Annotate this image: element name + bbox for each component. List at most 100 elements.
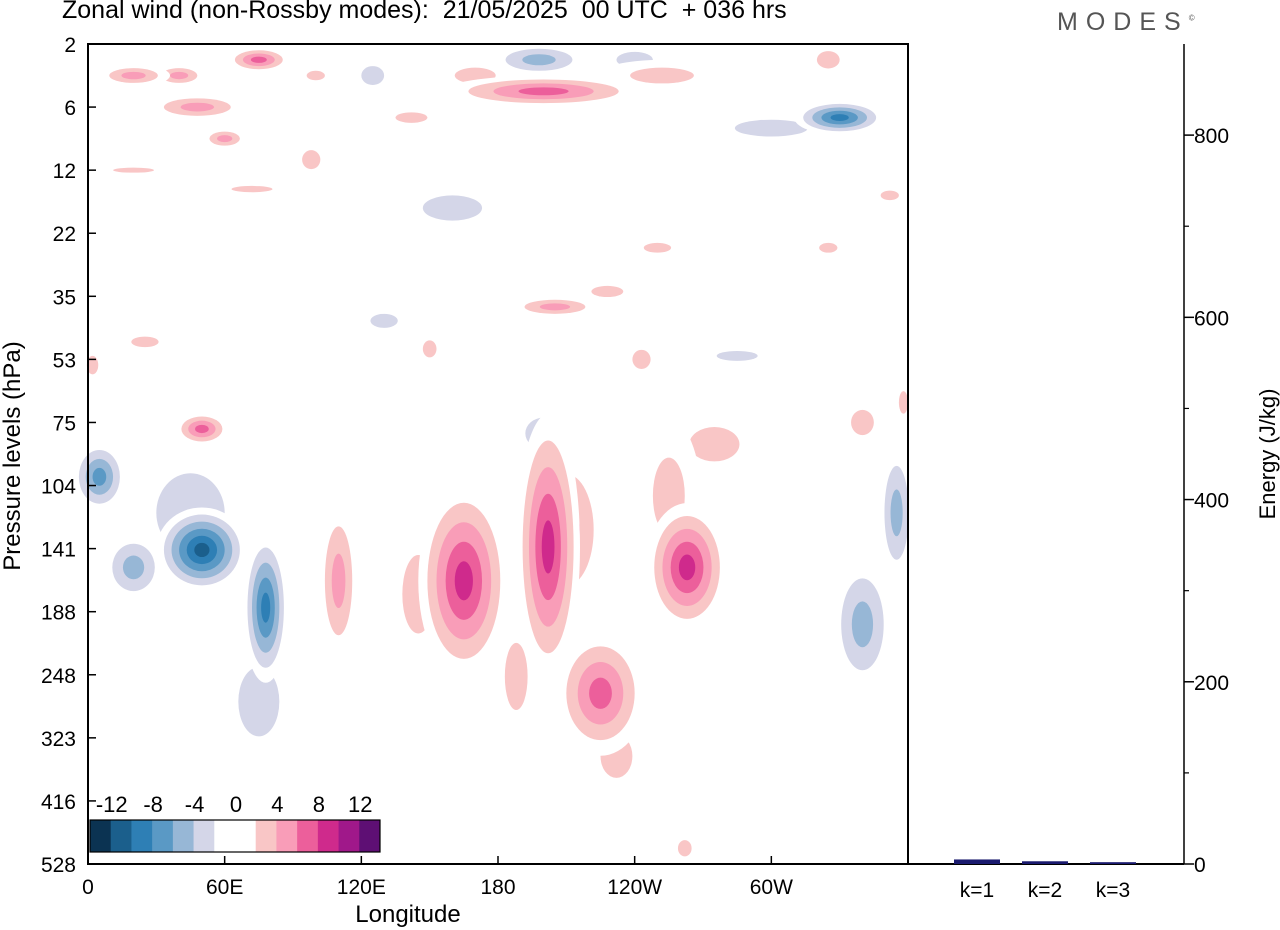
energy-tick-label: 200	[1194, 672, 1229, 695]
wind-contour-level	[361, 66, 385, 85]
wind-anomaly-blob	[805, 42, 852, 78]
wind-anomaly-blob	[72, 440, 127, 513]
wind-anomaly-blob	[338, 409, 385, 449]
y-tick-label: 528	[41, 854, 76, 877]
x-tick-label: 60W	[750, 876, 793, 899]
wind-anomaly-blob	[871, 185, 908, 205]
colorbar-label: 12	[348, 792, 372, 817]
wind-contour-level	[716, 350, 758, 361]
wind-contour-level	[170, 71, 189, 80]
wind-anomaly-blob	[226, 47, 291, 73]
bar-category-label: k=2	[1028, 879, 1062, 902]
wind-contour-level	[121, 71, 146, 80]
wind-contour-level	[131, 336, 159, 348]
bar-category-label: k=3	[1096, 879, 1130, 902]
wind-anomaly-blob	[696, 346, 779, 366]
wind-contour-level	[422, 195, 483, 221]
wind-contour-level	[231, 185, 273, 193]
wind-anomaly-blob	[356, 306, 412, 335]
colorbar-label: -4	[185, 792, 205, 817]
energy-bar	[954, 859, 1000, 864]
energy-tick-label: 0	[1194, 854, 1206, 877]
wind-anomaly-blob	[151, 64, 207, 87]
brand-text: MODES	[1057, 8, 1189, 36]
y-tick-label: 248	[41, 665, 76, 688]
colorbar-swatch	[276, 820, 298, 852]
wind-contour-level	[851, 409, 874, 436]
wind-contour-level	[643, 242, 672, 253]
wind-anomaly-blob	[586, 829, 615, 868]
wind-anomaly-blob	[81, 346, 104, 384]
energy-tick-label: 400	[1194, 490, 1229, 513]
colorbar-swatch	[90, 820, 112, 852]
colorbar-swatch	[235, 820, 257, 852]
colorbar-swatch	[110, 820, 132, 852]
wind-anomaly-blob	[185, 338, 241, 360]
y-tick-label: 12	[53, 160, 76, 183]
wind-contour-level	[113, 167, 155, 173]
wind-anomaly-blob	[242, 532, 289, 683]
wind-contour-level	[86, 355, 99, 375]
wind-anomaly-blob	[318, 499, 360, 663]
y-tick-label: 188	[41, 602, 76, 625]
wind-contour-level	[586, 829, 615, 868]
wind-anomaly-blob	[293, 617, 339, 820]
wind-anomaly-blob	[156, 507, 248, 593]
y-tick-label: 104	[41, 476, 76, 499]
wind-contour-level	[725, 619, 772, 734]
wind-anomaly-blob	[349, 56, 396, 95]
wind-anomaly-blob	[878, 442, 915, 584]
wind-anomaly-blob	[630, 238, 685, 258]
wind-anomaly-blob	[240, 87, 323, 127]
y-tick-label: 323	[41, 728, 76, 751]
wind-contour-level	[83, 544, 184, 725]
wind-anomaly-blob	[418, 483, 510, 679]
wind-contour-level	[238, 667, 280, 737]
wind-contour-level	[302, 150, 321, 170]
wind-anomaly-blob	[623, 340, 660, 379]
wind-contour-level	[689, 427, 740, 462]
wind-anomaly-blob	[671, 831, 699, 865]
wind-anomaly-blob	[509, 296, 601, 318]
wind-anomaly-blob	[830, 555, 895, 694]
wind-contour-level	[678, 554, 696, 581]
wind-contour-level	[734, 119, 808, 137]
energy-bar	[1090, 862, 1136, 864]
wind-contour-level	[541, 520, 555, 574]
wind-contour-level	[589, 677, 612, 709]
y-tick-label: 35	[53, 286, 76, 309]
x-tick-label: 180	[480, 876, 515, 899]
wind-anomaly-blob	[527, 176, 583, 215]
energy-axis-label: Energy (J/kg)	[1255, 389, 1280, 520]
wind-anomaly-blob	[92, 165, 175, 176]
wind-contour-level	[194, 542, 210, 558]
y-axis-label: Pressure levels (hPa)	[0, 341, 26, 570]
wind-contour-level	[700, 686, 729, 751]
wind-contour-level	[180, 102, 215, 112]
colorbar-swatch	[152, 820, 174, 852]
wind-contour-level	[370, 313, 398, 328]
wind-contour-level	[504, 642, 528, 711]
wind-anomaly-blob	[516, 413, 580, 680]
wind-anomaly-blob	[379, 107, 444, 129]
wind-contour-level	[819, 242, 838, 253]
heatmap-field	[72, 42, 915, 868]
wind-anomaly-blob	[867, 287, 904, 326]
wind-contour-level	[331, 553, 346, 609]
wind-anomaly-blob	[201, 128, 248, 150]
wind-contour-level	[122, 555, 145, 580]
x-tick-label: 120W	[607, 876, 662, 899]
wind-contour-level	[261, 592, 271, 623]
x-tick-label: 120E	[337, 876, 386, 899]
y-tick-label: 53	[53, 349, 76, 372]
wind-anomaly-blob	[839, 397, 886, 448]
wind-contour-level	[518, 87, 569, 96]
wind-contour-level	[527, 176, 583, 215]
colorbar: -12 -8 -4 0 4 8 12	[89, 792, 381, 853]
wind-contour-level	[522, 54, 556, 66]
wind-anomaly-blob	[297, 66, 334, 85]
wind-contour-level	[677, 840, 692, 857]
wind-anomaly-blob	[794, 100, 886, 135]
bar-category-label: k=1	[960, 879, 994, 902]
energy-tick-label: 800	[1194, 125, 1229, 148]
